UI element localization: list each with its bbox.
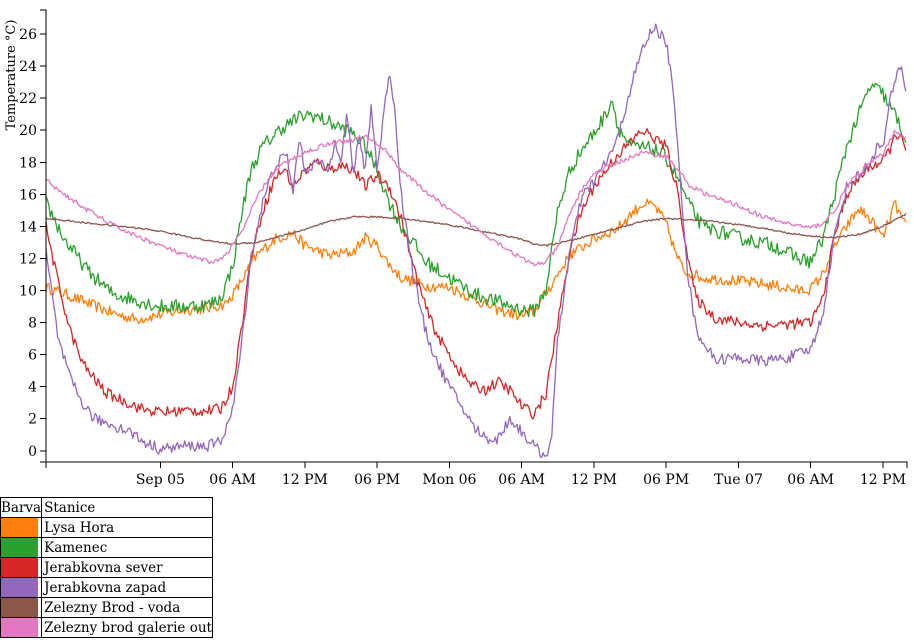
series-line-zelezny-brod-voda	[45, 213, 907, 247]
y-tick-label: 14	[19, 219, 37, 235]
x-tick-label: 12 PM	[860, 472, 906, 488]
legend-swatch-cell	[0, 617, 43, 638]
y-tick-label: 6	[28, 348, 37, 364]
y-tick-label: 18	[19, 155, 37, 171]
y-tick-label: 22	[19, 91, 37, 107]
legend-label: Zelezny brod galerie out	[41, 617, 213, 638]
legend-row: Kamenec	[0, 537, 213, 558]
x-tick-label: 06 AM	[498, 472, 545, 488]
legend-row: Jerabkovna zapad	[0, 577, 213, 598]
series-line-lysa-hora	[45, 198, 907, 325]
series-line-kamenec	[45, 82, 907, 318]
y-tick-label: 8	[28, 316, 37, 332]
legend-swatch-cell	[0, 577, 43, 598]
legend-header-station: Stanice	[41, 497, 213, 518]
x-tick-label: 06 AM	[787, 472, 834, 488]
y-tick-label: 16	[19, 187, 37, 203]
x-axis: Sep 05 06 AM 12 PM 06 PM Mon 06 06 AM 12 PM 06 …	[45, 461, 908, 488]
plot-area	[45, 23, 907, 459]
series-line-zelezny-brod-galerie-out	[45, 129, 907, 267]
y-axis-line	[40, 9, 47, 463]
y-tick-label: 10	[19, 283, 37, 299]
legend-label: Lysa Hora	[41, 517, 213, 538]
legend-swatch	[1, 618, 38, 637]
legend-row: Lysa Hora	[0, 517, 213, 538]
legend-swatch-cell	[0, 557, 43, 578]
x-tick-label: Tue 07	[714, 472, 763, 488]
x-tick-label: 06 AM	[209, 472, 256, 488]
legend-header-row: Barva Stanice	[0, 497, 213, 518]
y-tick-label: 20	[19, 123, 37, 139]
x-tick-label: Sep 05	[136, 472, 185, 488]
legend-label: Jerabkovna zapad	[41, 577, 213, 598]
legend-label: Zelezny Brod - voda	[41, 597, 213, 618]
y-axis-label: Temperature °C)	[4, 20, 19, 131]
x-tick-label: 12 PM	[282, 472, 328, 488]
x-axis-line	[45, 461, 908, 468]
legend-swatch	[1, 578, 38, 597]
x-tick-label: 06 PM	[354, 472, 400, 488]
legend-row: Zelezny Brod - voda	[0, 597, 213, 618]
legend-swatch	[1, 558, 38, 577]
x-tick-label: 12 PM	[571, 472, 617, 488]
legend-table: Barva Stanice Lysa Hora Kamenec Jerabkovna…	[0, 497, 213, 638]
series-line-jerabkovna-sever	[45, 128, 907, 420]
series-line-jerabkovna-zapad	[45, 23, 907, 459]
legend-label: Kamenec	[41, 537, 213, 558]
legend-row: Jerabkovna sever	[0, 557, 213, 578]
x-tick-label: Mon 06	[422, 472, 476, 488]
legend-swatch	[1, 598, 38, 617]
legend-swatch	[1, 518, 38, 537]
legend-header-color: Barva	[0, 497, 43, 518]
x-tick-label: 06 PM	[643, 472, 689, 488]
legend-row: Zelezny brod galerie out	[0, 617, 213, 638]
legend-swatch-cell	[0, 537, 43, 558]
y-tick-label: 2	[28, 412, 37, 428]
legend-label: Jerabkovna sever	[41, 557, 213, 578]
y-tick-label: 4	[28, 380, 37, 396]
y-tick-label: 12	[19, 251, 37, 267]
y-tick-label: 0	[28, 444, 37, 460]
legend-swatch-cell	[0, 597, 43, 618]
legend-swatch-cell	[0, 517, 43, 538]
y-tick-label: 26	[19, 27, 37, 43]
legend-swatch	[1, 538, 38, 557]
y-tick-label: 24	[19, 59, 37, 75]
